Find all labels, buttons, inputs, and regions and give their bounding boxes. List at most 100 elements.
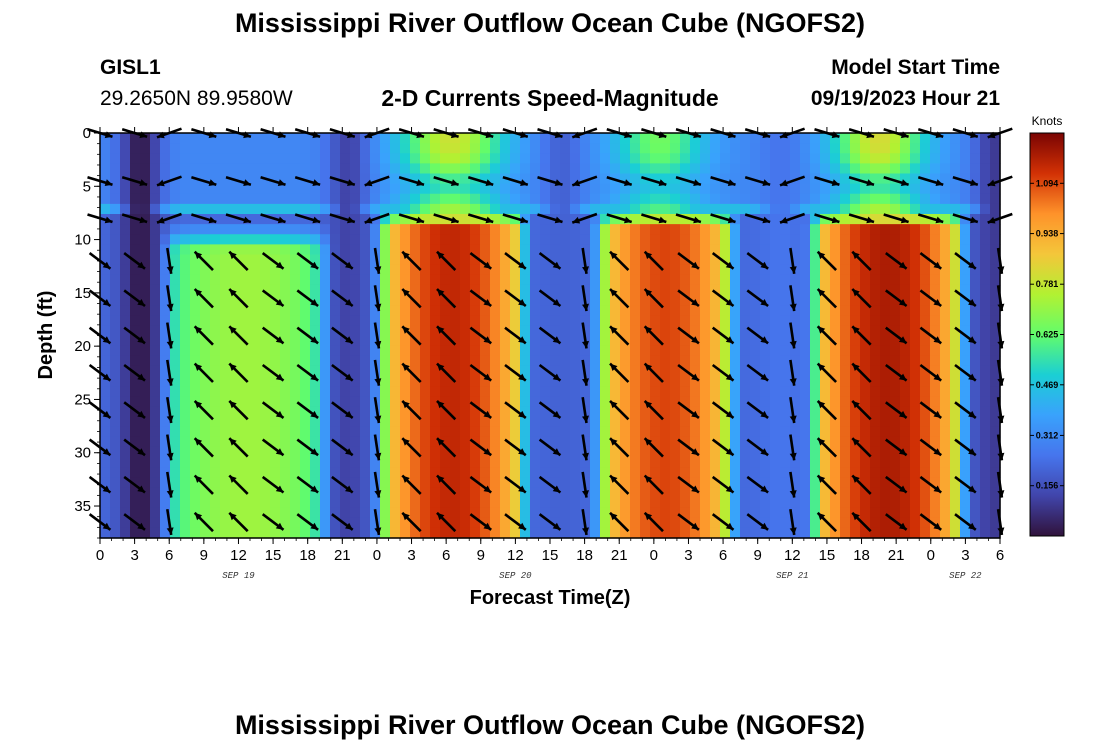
heatmap-cell	[900, 376, 911, 387]
heatmap-cell	[470, 355, 481, 367]
heatmap-cell	[450, 254, 461, 266]
heatmap-cell	[350, 527, 361, 539]
heatmap-cell	[750, 274, 761, 286]
heatmap-cell	[280, 214, 291, 225]
heatmap-cell	[570, 254, 581, 266]
heatmap-cell	[810, 183, 821, 195]
heatmap-cell	[130, 457, 141, 468]
heatmap-cell	[920, 335, 931, 347]
heatmap-cell	[220, 224, 231, 235]
heatmap-cell	[640, 143, 651, 154]
heatmap-cell	[370, 295, 381, 306]
heatmap-cell	[410, 507, 421, 519]
current-vector	[816, 511, 838, 533]
heatmap-cell	[110, 365, 121, 377]
heatmap-cell	[550, 163, 561, 175]
current-vector	[711, 475, 735, 494]
heatmap-cell	[170, 234, 181, 245]
heatmap-cell	[720, 143, 731, 154]
heatmap-cell	[540, 396, 551, 407]
heatmap-cell	[440, 446, 451, 458]
heatmap-cell	[960, 355, 971, 367]
heatmap-cell	[210, 517, 221, 529]
heatmap-cell	[880, 193, 891, 205]
heatmap-cell	[950, 376, 961, 387]
heatmap-cell	[780, 254, 791, 266]
current-vector	[504, 326, 527, 345]
heatmap-cell	[930, 376, 941, 387]
heatmap-cell	[590, 365, 601, 377]
heatmap-cell	[380, 183, 391, 195]
heatmap-cell	[780, 274, 791, 286]
heatmap-cell	[800, 315, 811, 326]
heatmap-cell	[290, 517, 301, 529]
heatmap-cell	[830, 193, 841, 205]
heatmap-cell	[410, 183, 421, 195]
heatmap-cell	[360, 487, 371, 499]
heatmap-cell	[950, 487, 961, 499]
heatmap-cell	[570, 386, 581, 397]
heatmap-cell	[210, 446, 221, 458]
heatmap-cell	[210, 143, 221, 154]
heatmap-cell	[120, 325, 131, 337]
heatmap-cell	[370, 497, 381, 509]
heatmap-cell	[390, 457, 401, 468]
heatmap-cell	[330, 133, 341, 144]
heatmap-cell	[440, 295, 451, 306]
heatmap-cell	[860, 234, 871, 245]
heatmap-cell	[130, 426, 141, 438]
heatmap-cell	[800, 305, 811, 316]
heatmap-cell	[820, 517, 831, 529]
heatmap-cell	[880, 183, 891, 195]
heatmap-cell	[890, 386, 901, 397]
heatmap-cell	[820, 507, 831, 519]
heatmap-cell	[610, 203, 621, 215]
heatmap-cell	[420, 335, 431, 347]
heatmap-cell	[410, 497, 421, 509]
heatmap-cell	[560, 457, 571, 468]
heatmap-cell	[340, 436, 351, 448]
heatmap-cell	[330, 264, 341, 276]
heatmap-cell	[390, 264, 401, 276]
heatmap-cell	[780, 234, 791, 245]
heatmap-cell	[110, 133, 121, 144]
heatmap-cell	[530, 264, 541, 276]
heatmap-cell	[820, 143, 831, 154]
heatmap-cell	[380, 477, 391, 488]
heatmap-cell	[810, 507, 821, 519]
heatmap-cell	[600, 234, 611, 245]
heatmap-cell	[450, 446, 461, 458]
heatmap-cell	[170, 497, 181, 509]
heatmap-cell	[770, 345, 781, 357]
heatmap-cell	[820, 315, 831, 326]
heatmap-cell	[170, 193, 181, 205]
heatmap-cell	[870, 325, 881, 337]
heatmap-cell	[470, 376, 481, 387]
heatmap-cell	[430, 183, 441, 195]
heatmap-cell	[370, 264, 381, 276]
heatmap-cell	[340, 163, 351, 175]
heatmap-cell	[840, 244, 851, 256]
heatmap-cell	[740, 143, 751, 154]
heatmap-cell	[900, 497, 911, 509]
heatmap-cell	[680, 214, 691, 225]
current-vector	[919, 513, 942, 531]
heatmap-cell	[700, 234, 711, 245]
current-vector	[606, 175, 633, 186]
heatmap-cell	[100, 133, 111, 144]
heatmap-cell	[140, 345, 151, 357]
heatmap-cell	[840, 264, 851, 276]
heatmap-cell	[300, 345, 311, 357]
heatmap-cell	[190, 487, 201, 499]
heatmap-cell	[780, 183, 791, 195]
heatmap-cell	[990, 416, 1001, 428]
heatmap-cell	[690, 416, 701, 428]
heatmap-cell	[780, 203, 791, 215]
heatmap-cell	[770, 203, 781, 215]
heatmap-cell	[960, 305, 971, 316]
heatmap-cell	[580, 224, 591, 235]
heatmap-cell	[590, 376, 601, 387]
heatmap-cell	[340, 365, 351, 377]
heatmap-cell	[900, 426, 911, 438]
heatmap-cell	[620, 315, 631, 326]
